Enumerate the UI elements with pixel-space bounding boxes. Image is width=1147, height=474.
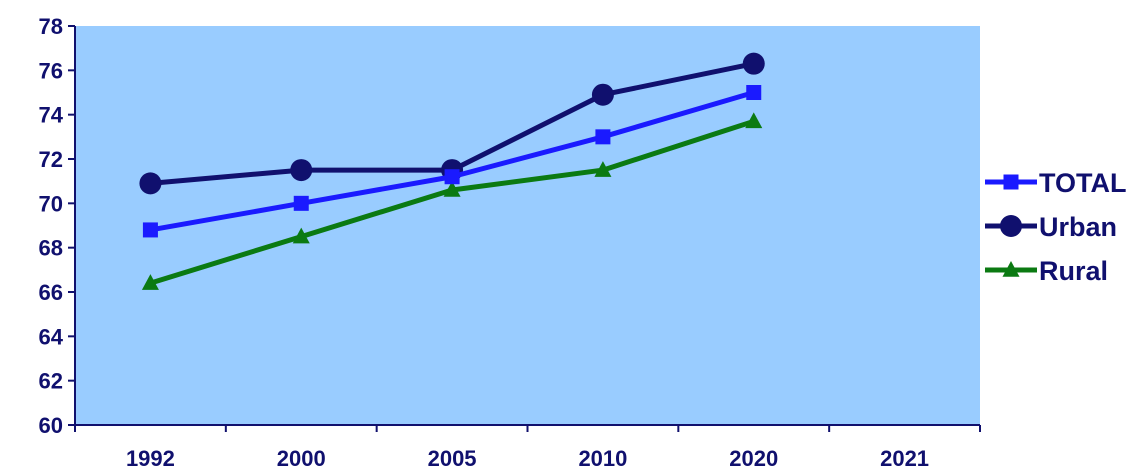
y-tick-label: 64: [39, 324, 64, 349]
series-rural-point: [443, 181, 461, 197]
legend-item-urban: Urban: [985, 212, 1117, 242]
y-axis: 60 62 64 66 68 70 72 74 76 78: [39, 14, 76, 438]
x-tick-label: 2000: [277, 446, 326, 471]
legend-item-rural: Rural: [985, 256, 1108, 286]
y-tick-label: 74: [39, 103, 64, 128]
legend-swatch-marker: [1003, 174, 1019, 190]
series-layer: [139, 52, 765, 290]
series-urban-point: [742, 52, 765, 75]
y-tick-label: 60: [39, 413, 63, 438]
y-tick-label: 72: [39, 147, 63, 172]
series-total-point: [142, 222, 158, 238]
series-urban-point: [290, 159, 313, 182]
series-total: [142, 85, 762, 238]
x-tick-label: 2005: [428, 446, 477, 471]
y-tick-label: 76: [39, 58, 63, 83]
series-total-point: [746, 85, 762, 100]
series-rural-point: [745, 112, 763, 129]
series-rural-point: [292, 227, 310, 244]
legend: TOTAL Urban Rural: [985, 168, 1127, 286]
x-tick-label: 2020: [729, 446, 778, 471]
series-total-point: [595, 129, 611, 145]
legend-label-urban: Urban: [1039, 212, 1117, 242]
y-tick-label: 78: [39, 14, 63, 39]
y-tick-label: 62: [39, 369, 63, 394]
series-rural-point: [141, 274, 159, 290]
x-axis: 1992 2000 2005 2010 2020 2021: [74, 424, 981, 471]
x-tick-label: 2010: [578, 446, 627, 471]
series-total-point: [293, 195, 309, 211]
series-urban-point: [591, 83, 614, 106]
series-rural-point: [594, 161, 612, 177]
legend-item-total: TOTAL: [985, 168, 1127, 198]
series-rural: [141, 112, 763, 290]
series-total-point: [444, 169, 460, 185]
y-tick-label: 66: [39, 280, 63, 305]
y-tick-label: 68: [39, 236, 63, 261]
legend-label-total: TOTAL: [1039, 168, 1127, 198]
legend-swatch-marker: [1002, 261, 1020, 277]
legend-label-rural: Rural: [1039, 256, 1108, 286]
series-urban-point: [139, 172, 162, 195]
x-tick-label: 1992: [126, 446, 175, 471]
legend-swatch-marker: [1000, 215, 1022, 237]
y-tick-label: 70: [39, 191, 63, 216]
plot-area: [75, 26, 980, 425]
x-tick-label: 2021: [880, 446, 929, 471]
